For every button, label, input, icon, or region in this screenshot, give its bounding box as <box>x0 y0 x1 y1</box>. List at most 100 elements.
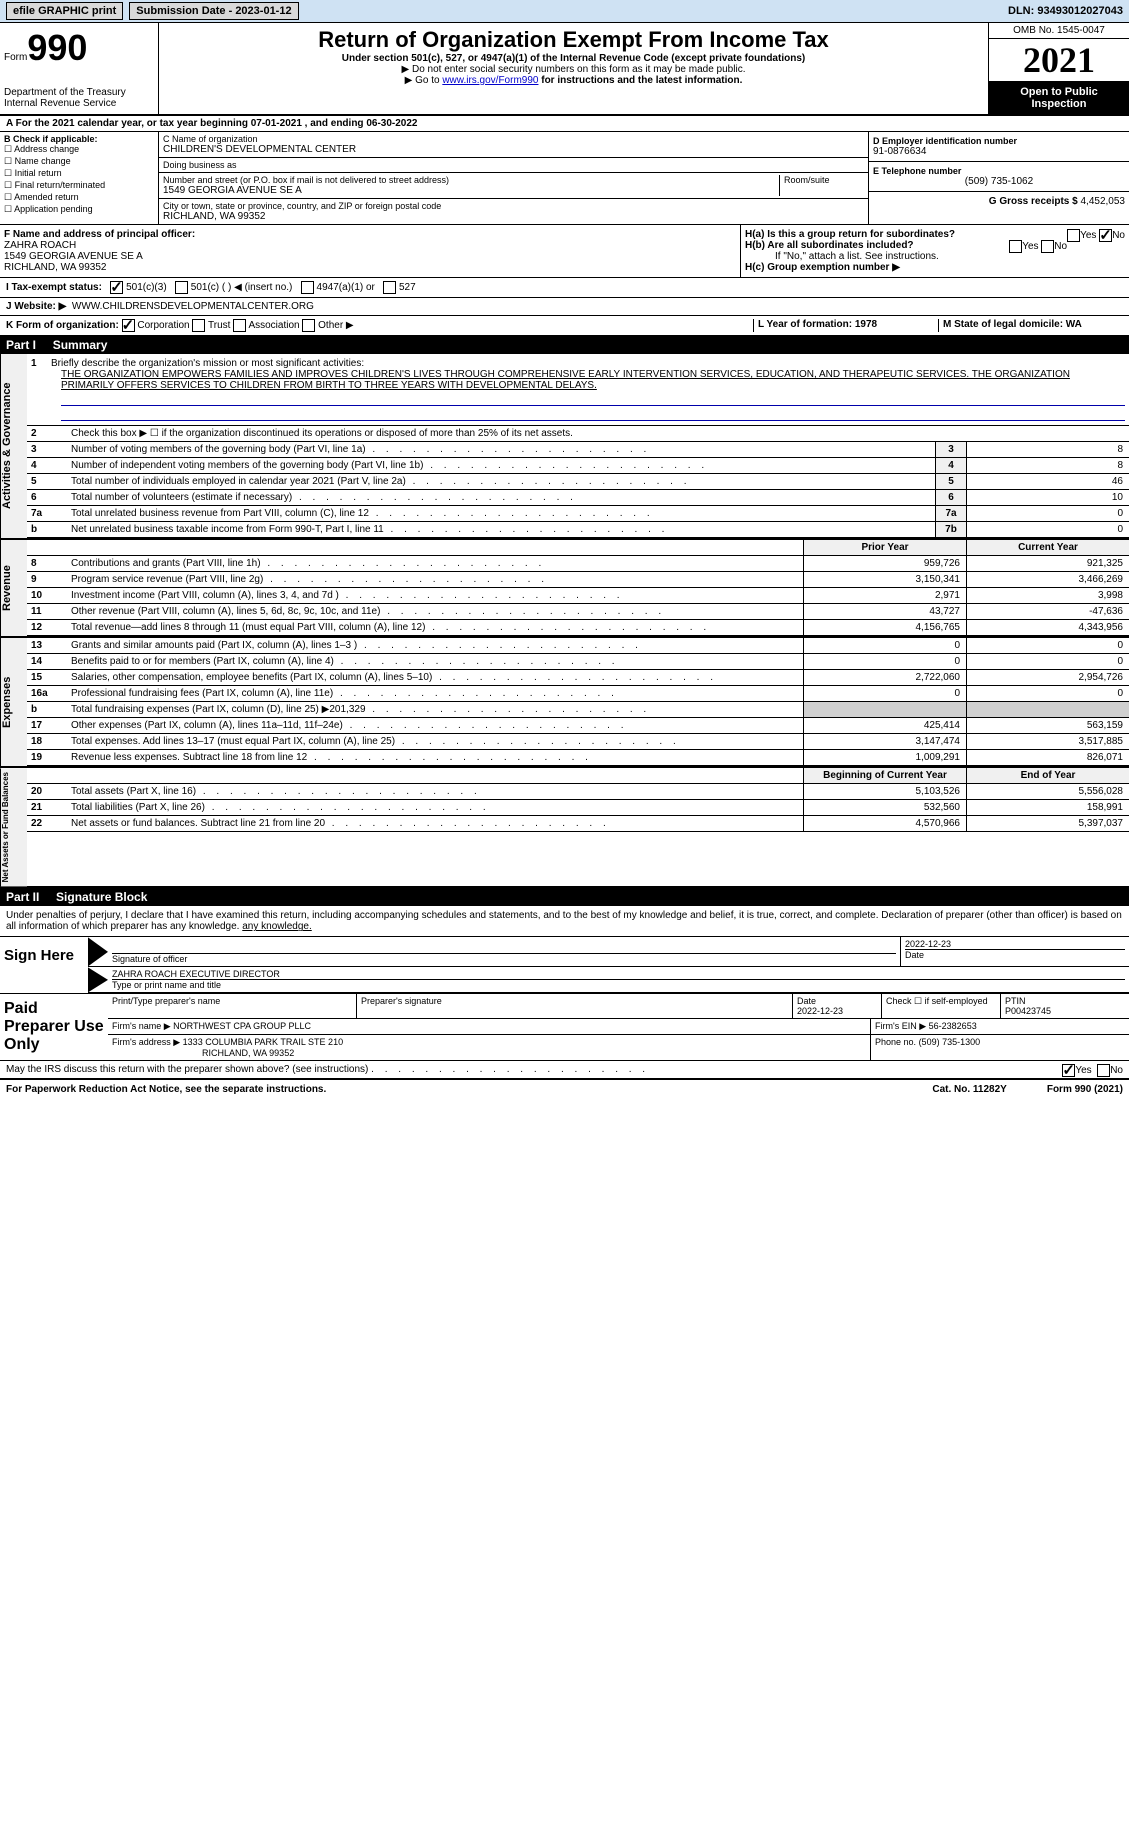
dept-treasury: Department of the Treasury <box>4 87 154 98</box>
paid-preparer-label: Paid Preparer Use Only <box>0 994 108 1060</box>
side-label-expenses: Expenses <box>0 638 27 766</box>
netassets-section: Net Assets or Fund Balances Beginning of… <box>0 766 1129 888</box>
firm-phone: (509) 735-1300 <box>919 1037 981 1047</box>
end-year-header: End of Year <box>966 768 1129 783</box>
check-amended-return[interactable]: ☐ Amended return <box>4 192 154 203</box>
irs-link[interactable]: www.irs.gov/Form990 <box>442 75 538 86</box>
check-application-pending[interactable]: ☐ Application pending <box>4 204 154 215</box>
sig-date-label: Date <box>905 950 1125 960</box>
table-row: 8Contributions and grants (Part VIII, li… <box>27 556 1129 572</box>
ssn-note: ▶ Do not enter social security numbers o… <box>163 64 984 75</box>
check-name-change[interactable]: ☐ Name change <box>4 156 154 167</box>
check-address-change[interactable]: ☐ Address change <box>4 144 154 155</box>
beginning-year-header: Beginning of Current Year <box>803 768 966 783</box>
officer-street: 1549 GEORGIA AVENUE SE A <box>4 251 143 262</box>
table-row: 11Other revenue (Part VIII, column (A), … <box>27 604 1129 620</box>
table-row: 20Total assets (Part X, line 16)5,103,52… <box>27 784 1129 800</box>
sign-here-label: Sign Here <box>0 937 88 993</box>
gross-receipts-label: G Gross receipts $ <box>989 196 1081 207</box>
self-employed-check[interactable]: Check ☐ if self-employed <box>882 994 1001 1018</box>
sig-date: 2022-12-23 <box>905 939 1125 950</box>
preparer-sig-label: Preparer's signature <box>357 994 793 1018</box>
ptin-value: P00423745 <box>1005 1006 1051 1016</box>
527-checkbox[interactable] <box>383 281 396 294</box>
table-row: 13Grants and similar amounts paid (Part … <box>27 638 1129 654</box>
firm-ein: 56-2382653 <box>929 1021 977 1031</box>
table-row: 21Total liabilities (Part X, line 26)532… <box>27 800 1129 816</box>
year-formation: L Year of formation: 1978 <box>758 319 877 330</box>
side-label-revenue: Revenue <box>0 540 27 636</box>
efile-print-button[interactable]: efile GRAPHIC print <box>6 2 123 20</box>
part1-header: Part I Summary <box>0 336 1129 354</box>
goto-suffix: for instructions and the latest informat… <box>538 75 742 86</box>
current-year-header: Current Year <box>966 540 1129 555</box>
table-row: 16aProfessional fundraising fees (Part I… <box>27 686 1129 702</box>
table-row: bNet unrelated business taxable income f… <box>27 522 1129 538</box>
expenses-section: Expenses 13Grants and similar amounts pa… <box>0 636 1129 766</box>
officer-label: F Name and address of principal officer: <box>4 229 195 240</box>
officer-group-row: F Name and address of principal officer:… <box>0 225 1129 278</box>
gross-receipts-value: 4,452,053 <box>1081 196 1126 207</box>
preparer-name-label: Print/Type preparer's name <box>108 994 357 1018</box>
city-value: RICHLAND, WA 99352 <box>163 211 864 222</box>
corp-checkbox[interactable] <box>122 319 135 332</box>
table-row: 4Number of independent voting members of… <box>27 458 1129 474</box>
main-title: Return of Organization Exempt From Incom… <box>163 27 984 53</box>
room-suite-label: Room/suite <box>779 175 864 196</box>
arrow-icon <box>88 937 108 966</box>
check-initial-return[interactable]: ☐ Initial return <box>4 168 154 179</box>
hb-yes-checkbox[interactable] <box>1009 240 1022 253</box>
top-bar: efile GRAPHIC print Submission Date - 20… <box>0 0 1129 23</box>
preparer-date: 2022-12-23 <box>797 1006 843 1016</box>
officer-print-name: ZAHRA ROACH EXECUTIVE DIRECTOR <box>112 969 1125 980</box>
ein-value: 91-0876634 <box>873 146 1125 157</box>
prior-year-header: Prior Year <box>803 540 966 555</box>
tax-year: 2021 <box>989 39 1129 82</box>
ha-yes-checkbox[interactable] <box>1067 229 1080 242</box>
501c3-checkbox[interactable] <box>110 281 123 294</box>
part2-header: Part II Signature Block <box>0 888 1129 906</box>
501c-checkbox[interactable] <box>175 281 188 294</box>
discuss-text: May the IRS discuss this return with the… <box>6 1064 368 1075</box>
hc-label: H(c) Group exemption number ▶ <box>745 262 900 273</box>
table-row: 14Benefits paid to or for members (Part … <box>27 654 1129 670</box>
form-word: Form <box>4 52 27 63</box>
hb-no-checkbox[interactable] <box>1041 240 1054 253</box>
hb-note: If "No," attach a list. See instructions… <box>745 251 1125 262</box>
table-row: 9Program service revenue (Part VIII, lin… <box>27 572 1129 588</box>
firm-addr2: RICHLAND, WA 99352 <box>202 1048 294 1058</box>
hb-label: H(b) Are all subordinates included? <box>745 240 914 251</box>
4947-checkbox[interactable] <box>301 281 314 294</box>
table-row: 22Net assets or fund balances. Subtract … <box>27 816 1129 832</box>
discuss-yes-checkbox[interactable] <box>1062 1064 1075 1077</box>
ha-no-checkbox[interactable] <box>1099 229 1112 242</box>
table-row: 3Number of voting members of the governi… <box>27 442 1129 458</box>
table-row: bTotal fundraising expenses (Part IX, co… <box>27 702 1129 718</box>
submission-date-button[interactable]: Submission Date - 2023-01-12 <box>129 2 298 20</box>
entity-block: B Check if applicable: ☐ Address change … <box>0 132 1129 225</box>
table-row: 12Total revenue—add lines 8 through 11 (… <box>27 620 1129 636</box>
form-header: Form990 Department of the Treasury Inter… <box>0 23 1129 116</box>
assoc-checkbox[interactable] <box>233 319 246 332</box>
arrow-icon <box>88 967 108 992</box>
col-b-label: B Check if applicable: <box>4 134 98 144</box>
penalties-text: Under penalties of perjury, I declare th… <box>0 906 1129 936</box>
state-domicile: M State of legal domicile: WA <box>943 319 1082 330</box>
dln-label: DLN: 93493012027043 <box>1008 5 1123 17</box>
form-org-row: K Form of organization: Corporation Trus… <box>0 316 1129 336</box>
trust-checkbox[interactable] <box>192 319 205 332</box>
table-row: 18Total expenses. Add lines 13–17 (must … <box>27 734 1129 750</box>
table-row: 6Total number of volunteers (estimate if… <box>27 490 1129 506</box>
omb-number: OMB No. 1545-0047 <box>989 23 1129 39</box>
table-row: 5Total number of individuals employed in… <box>27 474 1129 490</box>
officer-city: RICHLAND, WA 99352 <box>4 262 106 273</box>
org-name-label: C Name of organization <box>163 134 864 144</box>
website-value: WWW.CHILDRENSDEVELOPMENTALCENTER.ORG <box>72 301 314 312</box>
check-final-return[interactable]: ☐ Final return/terminated <box>4 180 154 191</box>
discuss-no-checkbox[interactable] <box>1097 1064 1110 1077</box>
phone-value: (509) 735-1062 <box>873 176 1125 187</box>
table-row: 10Investment income (Part VIII, column (… <box>27 588 1129 604</box>
other-checkbox[interactable] <box>302 319 315 332</box>
governance-section: Activities & Governance 1Briefly describ… <box>0 354 1129 538</box>
mission-intro: Briefly describe the organization's miss… <box>51 358 364 369</box>
